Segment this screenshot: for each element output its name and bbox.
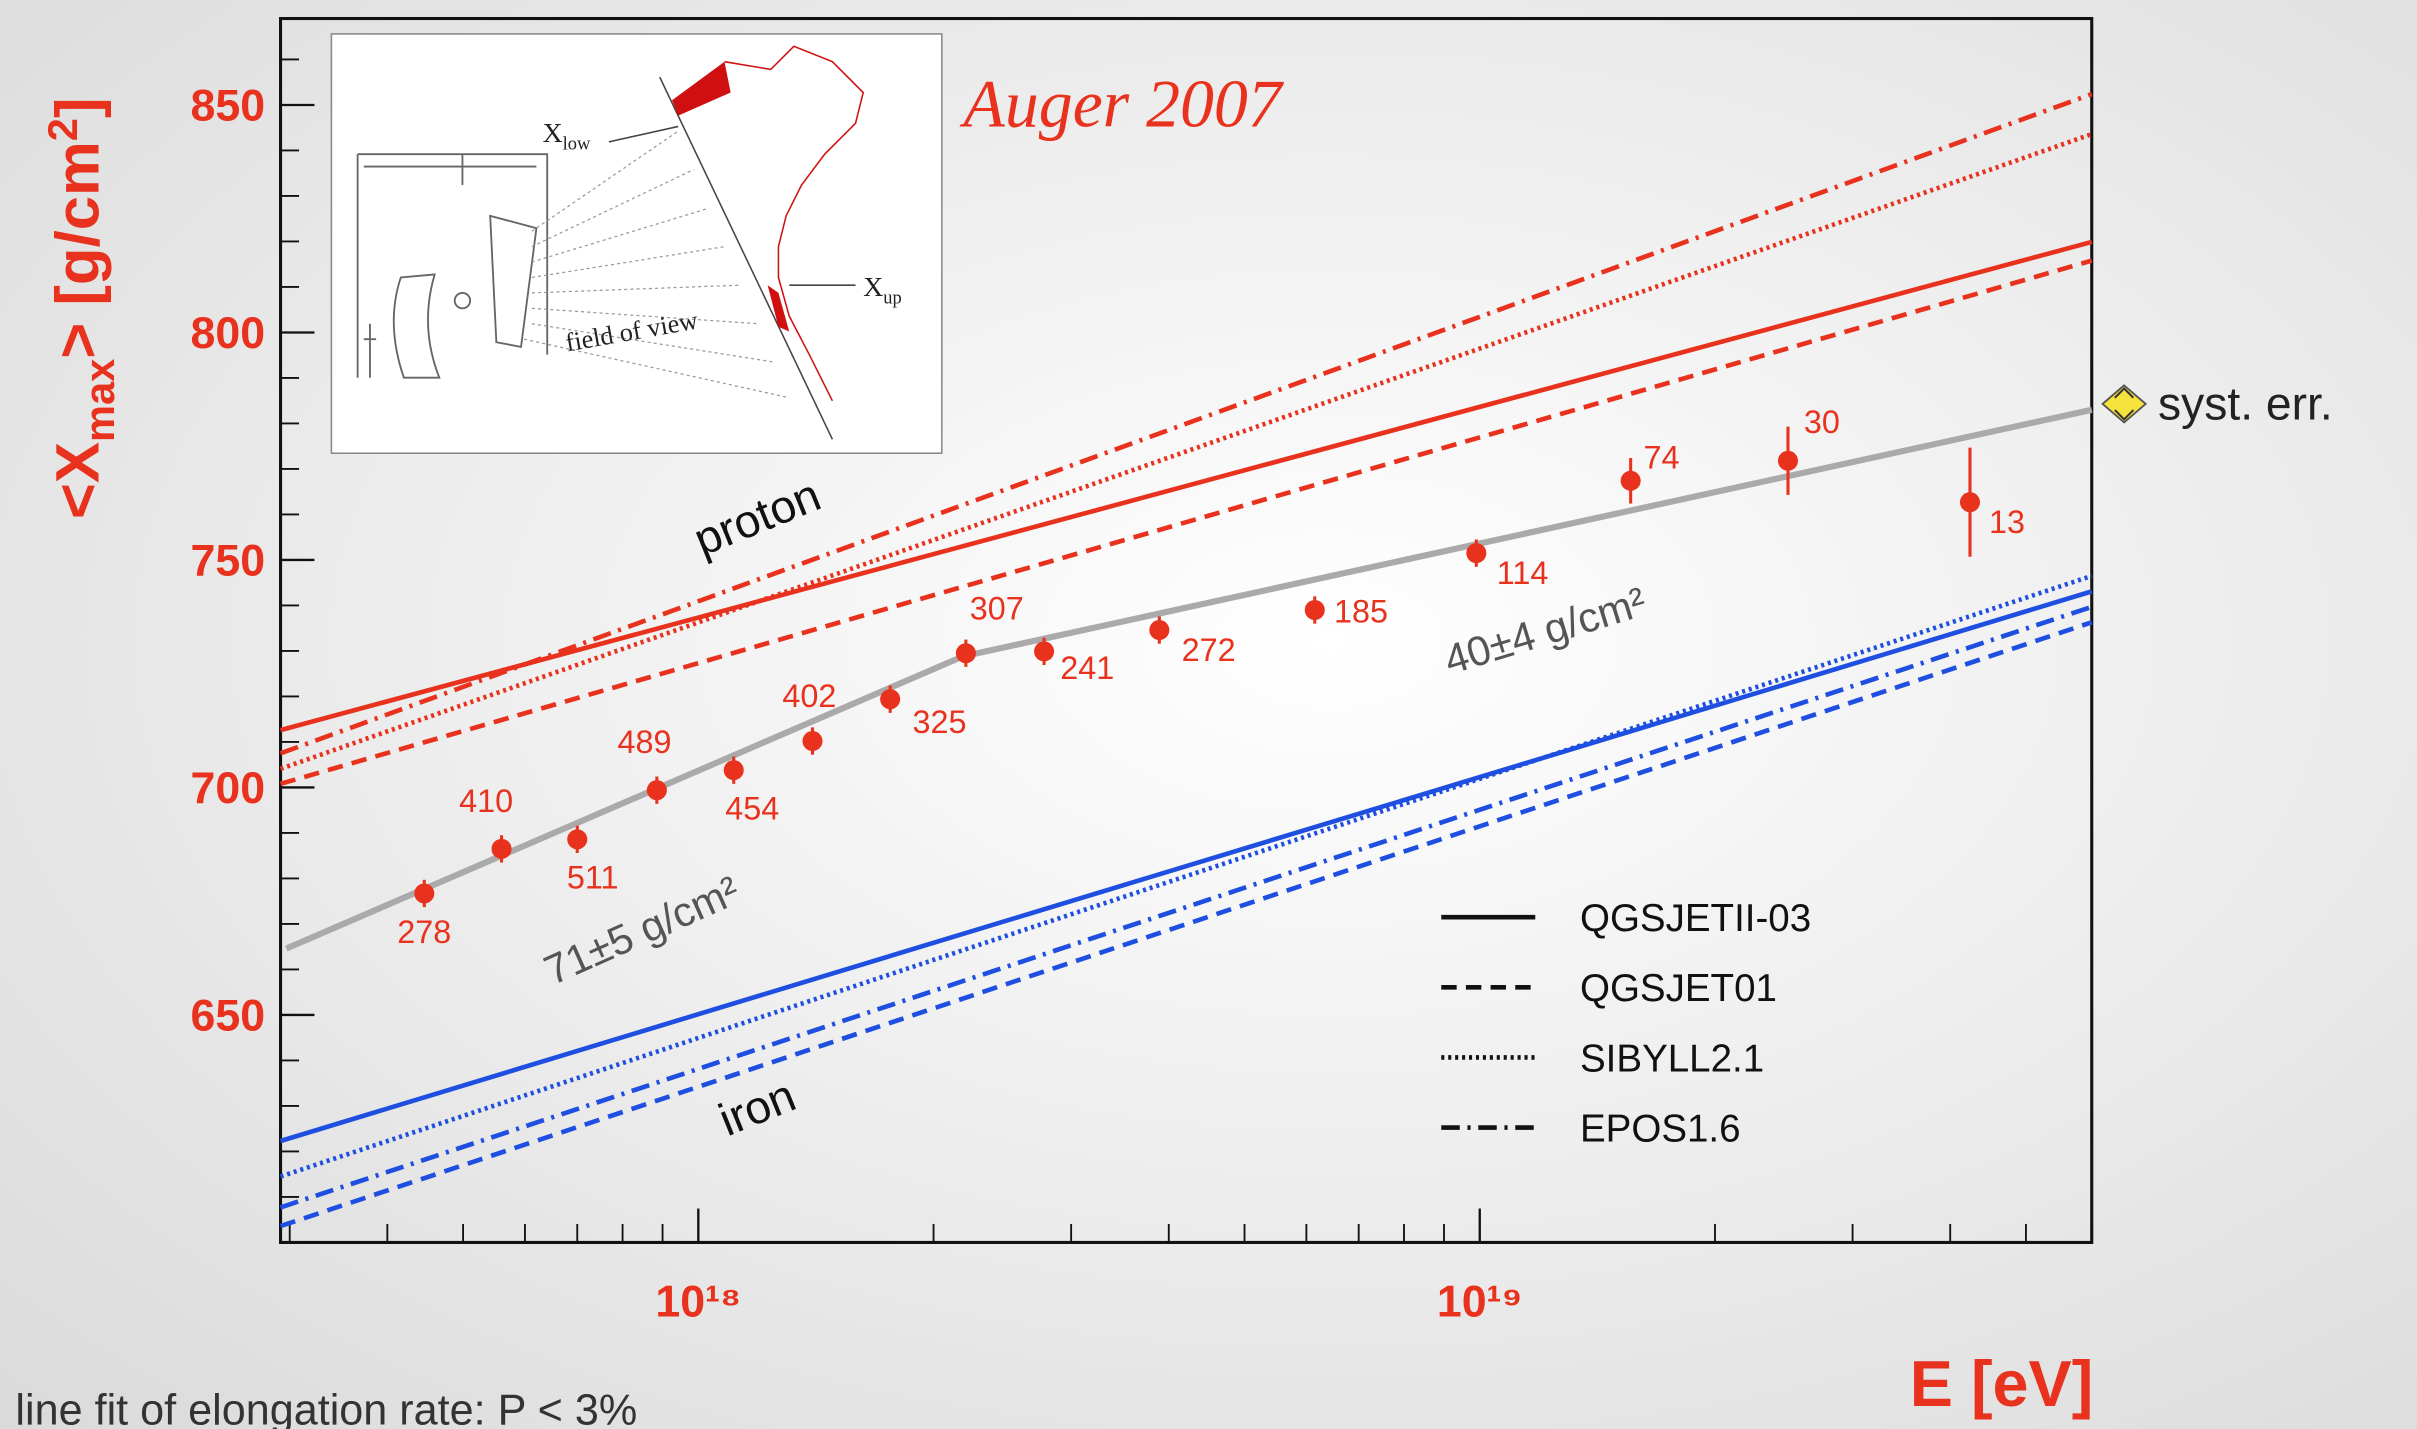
y-tick-label: 750: [191, 536, 266, 585]
y-tick-label: 650: [191, 991, 266, 1040]
count-label: 410: [459, 783, 513, 819]
x-low-main: X: [543, 118, 563, 149]
inset-frame: [331, 34, 941, 453]
y-label-part: <X: [44, 442, 113, 519]
count-label: 278: [397, 914, 451, 950]
data-point: [1034, 641, 1054, 661]
count-label: 74: [1643, 439, 1679, 475]
y-axis-label: <Xmax> [g/cm2]: [39, 98, 123, 520]
y-tick-label: 800: [191, 309, 266, 358]
y-label-sup: 2: [39, 118, 86, 141]
count-label: 185: [1334, 593, 1388, 629]
y-tick-label: 850: [191, 81, 266, 130]
data-point: [956, 643, 976, 663]
data-point: [724, 760, 744, 780]
caption: line fit of elongation rate: P < 3%: [15, 1386, 637, 1429]
count-label: 30: [1804, 404, 1840, 440]
data-point: [1305, 600, 1325, 620]
legend-label: QGSJET01: [1580, 967, 1777, 1010]
data-point: [802, 731, 822, 751]
x-low-sub: low: [563, 134, 591, 154]
legend-label: SIBYLL2.1: [1580, 1037, 1764, 1080]
y-label-part: > [g/cm: [44, 141, 113, 359]
data-point: [647, 780, 667, 800]
page: {"chart_data":{ "type":"scatter", "xscal…: [0, 0, 2417, 1429]
legend-label: EPOS1.6: [1580, 1107, 1741, 1150]
x-tick-label: 10¹⁸: [655, 1277, 741, 1326]
data-point: [1466, 543, 1486, 563]
count-label: 489: [618, 724, 672, 760]
x-up-sub: up: [883, 288, 901, 308]
y-label-part: ]: [44, 98, 113, 119]
chart: Xlow Xup field of view Auger 2007 E [eV]…: [0, 0, 2417, 1429]
annotation: Auger 2007: [959, 66, 1284, 141]
count-label: 114: [1497, 555, 1549, 591]
x-tick-label: 10¹⁹: [1437, 1277, 1523, 1326]
count-label: 272: [1182, 632, 1236, 668]
x-axis-label: E [eV]: [1910, 1347, 2093, 1420]
count-label: 511: [567, 860, 619, 896]
y-label-sub: max: [76, 359, 123, 442]
data-point: [414, 883, 434, 903]
legend-label: QGSJETII-03: [1580, 897, 1811, 940]
x-up-main: X: [863, 272, 883, 303]
data-point: [492, 839, 512, 859]
inset: Xlow Xup field of view: [331, 34, 941, 453]
data-point: [1778, 451, 1798, 471]
count-label: 13: [1989, 504, 2025, 540]
count-label: 454: [725, 790, 779, 826]
data-point: [880, 689, 900, 709]
count-label: 307: [970, 590, 1024, 626]
count-label: 402: [782, 678, 836, 714]
data-point: [1960, 492, 1980, 512]
count-label: 241: [1060, 650, 1114, 686]
syst-err-label: syst. err.: [2158, 377, 2333, 429]
count-label: 325: [912, 704, 966, 740]
data-point: [1621, 471, 1641, 491]
y-tick-label: 700: [191, 764, 266, 813]
data-point: [567, 829, 587, 849]
data-point: [1149, 620, 1169, 640]
